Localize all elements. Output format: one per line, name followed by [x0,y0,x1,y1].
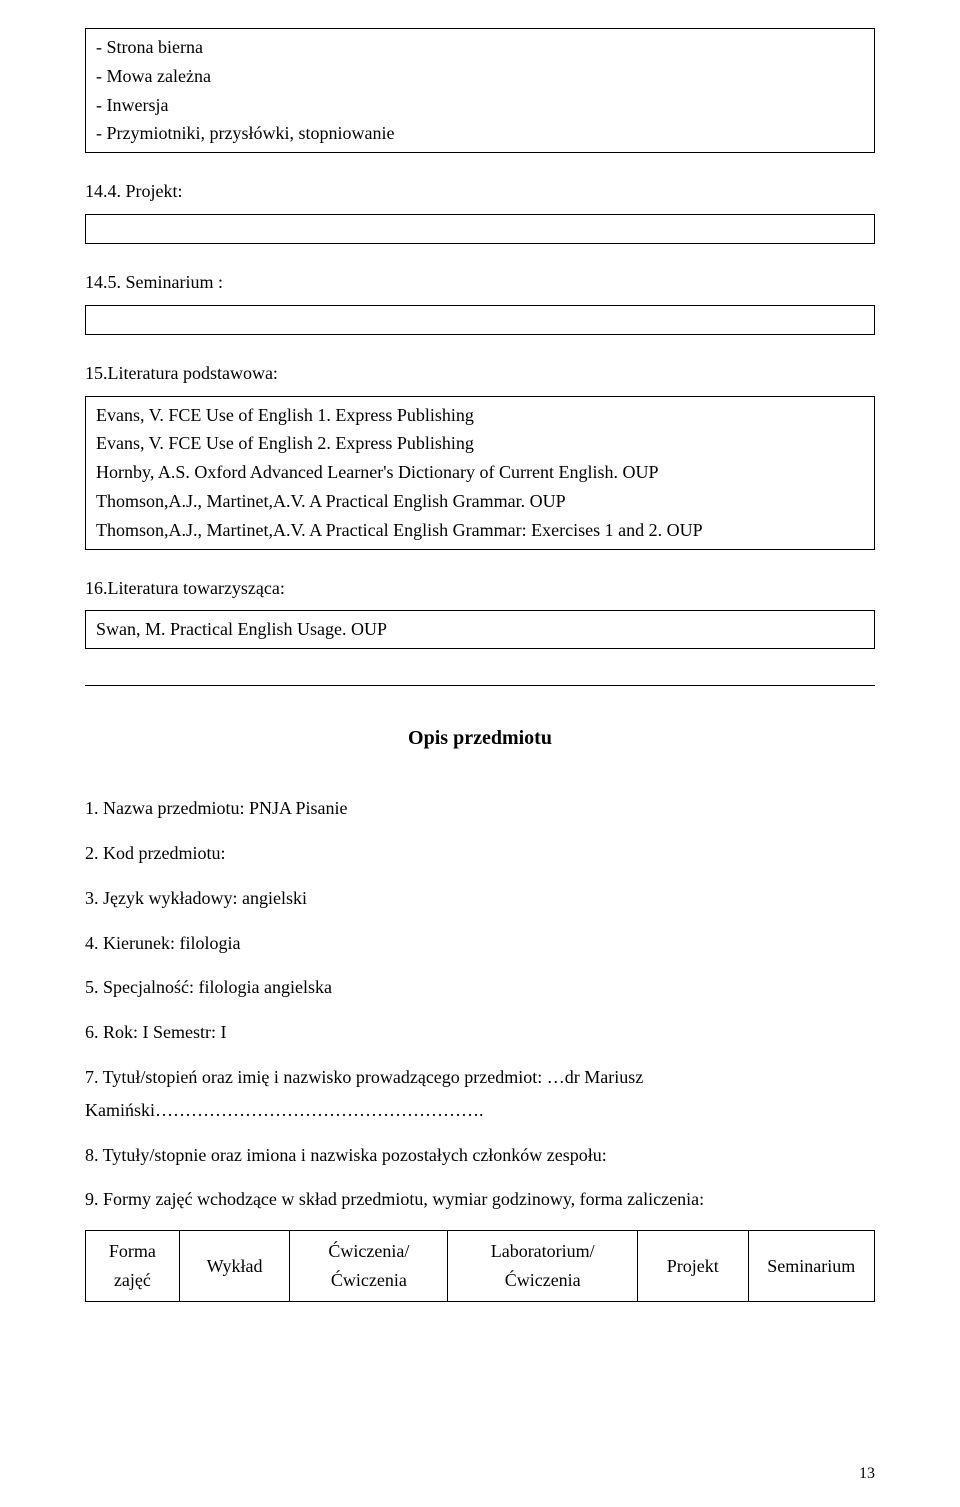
literature-secondary-box: Swan, M. Practical English Usage. OUP [85,610,875,649]
item-5: 5. Specjalność: filologia angielska [85,973,875,1002]
lit-line: Evans, V. FCE Use of English 1. Express … [96,401,864,430]
cell-text: Ćwiczenia [456,1266,629,1295]
cell-text: Laboratorium/ [456,1237,629,1266]
lit2-line: Swan, M. Practical English Usage. OUP [96,615,864,644]
topic-line: - Strona bierna [96,33,864,62]
topic-line: - Mowa zależna [96,62,864,91]
item-8: 8. Tytuły/stopnie oraz imiona i nazwiska… [85,1141,875,1170]
cell-text: zajęć [94,1266,171,1295]
col-seminarium: Seminarium [749,1230,875,1302]
topic-line: - Inwersja [96,91,864,120]
seminarium-box [85,305,875,335]
lit-line: Evans, V. FCE Use of English 2. Express … [96,429,864,458]
cell-text: Projekt [667,1252,719,1281]
lit-line: Thomson,A.J., Martinet,A.V. A Practical … [96,487,864,516]
projekt-box [85,214,875,244]
section-14-4: 14.4. Projekt: [85,177,875,206]
col-projekt: Projekt [638,1230,749,1302]
item-2: 2. Kod przedmiotu: [85,839,875,868]
col-laboratorium: Laboratorium/ Ćwiczenia [448,1230,638,1302]
item-7-line2: Kamiński………………………………………………. [85,1096,875,1125]
forms-table: Forma zajęć Wykład Ćwiczenia/ Ćwiczenia … [85,1230,875,1302]
item-1: 1. Nazwa przedmiotu: PNJA Pisanie [85,794,875,823]
item-9: 9. Formy zajęć wchodzące w skład przedmi… [85,1185,875,1214]
cell-text: Forma [94,1237,171,1266]
subject-details: 1. Nazwa przedmiotu: PNJA Pisanie 2. Kod… [85,794,875,1214]
item-4: 4. Kierunek: filologia [85,929,875,958]
literature-primary-box: Evans, V. FCE Use of English 1. Express … [85,396,875,550]
item-6: 6. Rok: I Semestr: I [85,1018,875,1047]
cell-text: Ćwiczenia/ [298,1237,439,1266]
section-divider [85,685,875,686]
cell-text: Wykład [207,1252,263,1281]
page-number: 13 [859,1461,875,1487]
col-wyklad: Wykład [180,1230,291,1302]
col-cwiczenia: Ćwiczenia/ Ćwiczenia [290,1230,448,1302]
lit-line: Hornby, A.S. Oxford Advanced Learner's D… [96,458,864,487]
section-15: 15.Literatura podstawowa: [85,359,875,388]
item-7-line1: 7. Tytuł/stopień oraz imię i nazwisko pr… [85,1063,875,1092]
item-3: 3. Język wykładowy: angielski [85,884,875,913]
opis-przedmiotu-title: Opis przedmiotu [85,722,875,754]
cell-text: Ćwiczenia [298,1266,439,1295]
topic-line: - Przymiotniki, przysłówki, stopniowanie [96,119,864,148]
lit-line: Thomson,A.J., Martinet,A.V. A Practical … [96,516,864,545]
cell-text: Seminarium [767,1252,855,1281]
col-forma: Forma zajęć [85,1230,180,1302]
section-16: 16.Literatura towarzysząca: [85,574,875,603]
section-14-5: 14.5. Seminarium : [85,268,875,297]
topic-box: - Strona bierna - Mowa zależna - Inwersj… [85,28,875,153]
